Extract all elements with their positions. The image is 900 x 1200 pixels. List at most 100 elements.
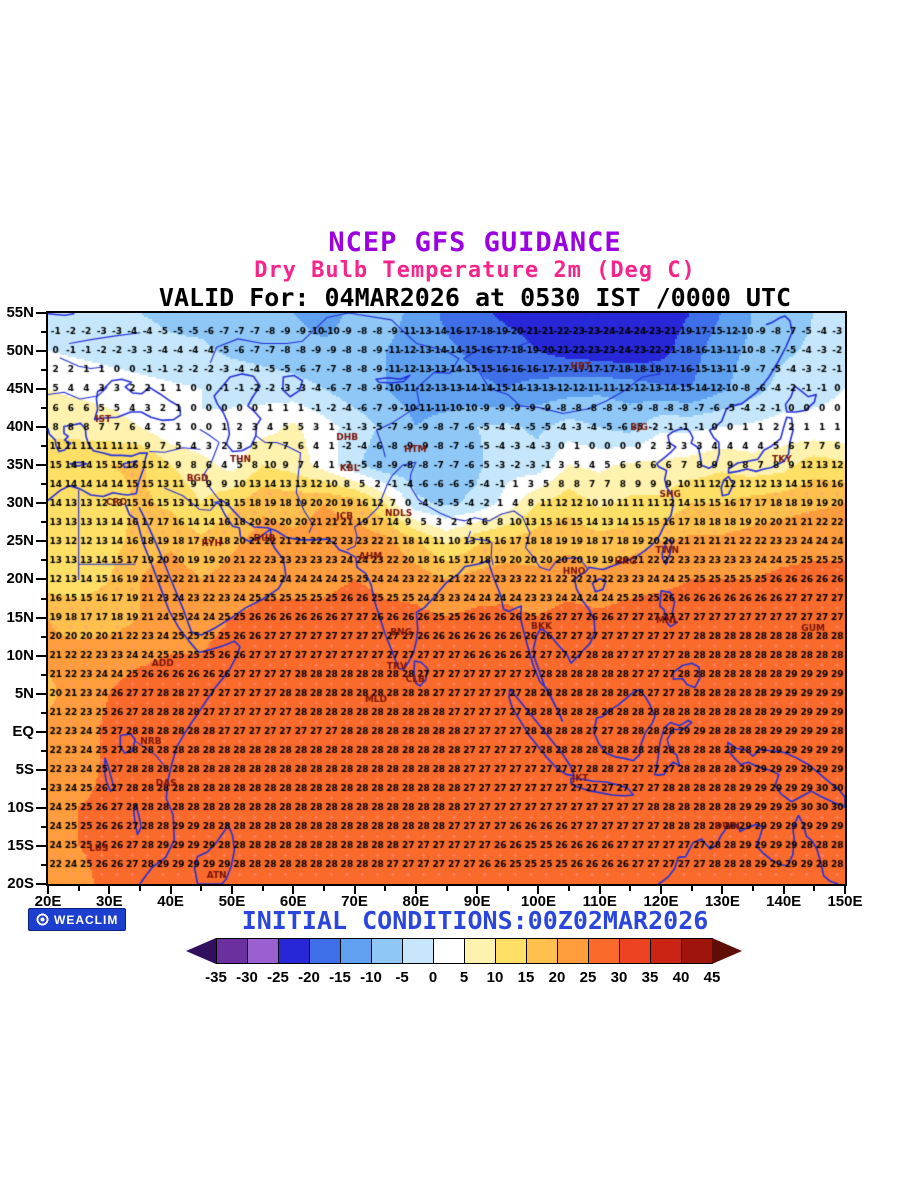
colorbar-tick-label: -25 [267,969,289,986]
lon-minor-tick [813,886,816,891]
lat-tick [36,730,46,733]
colorbar-tick-label: -10 [360,969,382,986]
lat-axis-label: 50N [6,342,34,360]
lat-axis-label: 25N [6,532,34,550]
colorbar-tick-label: 0 [428,969,438,986]
lon-minor-tick [445,886,448,891]
weaclim-logo-icon [36,913,49,926]
colorbar-strip [216,938,713,964]
colorbar-segment [526,938,558,964]
lat-tick [36,578,46,581]
colorbar-tick-label: 40 [672,969,690,986]
lat-tick [36,426,46,429]
lat-tick [36,883,46,885]
lon-minor-tick [506,886,509,891]
lat-tick [36,312,46,314]
lon-minor-tick [322,886,325,891]
weaclim-logo-badge: WEACLIM [28,908,127,931]
lon-tick [47,886,49,894]
colorbar-tick-label: 5 [459,969,469,986]
lat-minor-tick [41,825,46,828]
colorbar-segment [464,938,496,964]
lat-minor-tick [41,635,46,638]
lat-minor-tick [41,407,46,410]
colorbar-below-min-arrow [186,938,216,964]
lat-tick [36,768,46,771]
lat-axis-label: 40N [6,418,34,436]
colorbar-segment [681,938,713,964]
lat-minor-tick [41,749,46,752]
lon-axis-label: 140E [766,893,802,910]
colorbar-tick-label: 10 [486,969,504,986]
lat-axis-label: 20S [7,875,34,892]
lon-tick [414,886,417,894]
lon-tick [782,886,785,894]
lat-minor-tick [41,483,46,486]
lon-tick [721,886,724,894]
colorbar-segment [371,938,403,964]
colorbar-segment [278,938,310,964]
lon-tick [476,886,479,894]
lon-tick [230,886,233,894]
lat-axis-label: 20N [6,570,34,588]
lat-minor-tick [41,445,46,448]
colorbar-tick-label: 25 [579,969,597,986]
lat-axis-label: 5N [14,684,34,702]
lon-tick [537,886,540,894]
colorbar-tick-label: 20 [548,969,566,986]
colorbar-tick-label: 35 [641,969,659,986]
colorbar-segment [402,938,434,964]
colorbar-segment [557,938,589,964]
page-subtitle: Dry Bulb Temperature 2m (Deg C) [254,258,696,283]
page-title: NCEP GFS GUIDANCE [328,227,622,258]
lat-minor-tick [41,863,46,866]
lon-axis-label: 150E [827,893,863,910]
lon-axis-label: 50E [218,893,246,910]
lon-minor-tick [629,886,632,891]
lon-minor-tick [77,886,80,891]
lon-minor-tick [690,886,693,891]
lon-minor-tick [200,886,203,891]
colorbar-tick-label: -5 [395,969,409,986]
lon-minor-tick [752,886,755,891]
lat-axis-label: 5S [15,760,34,778]
lon-tick [292,886,295,894]
lon-minor-tick [261,886,264,891]
lon-tick [660,886,663,894]
lat-tick [36,502,46,505]
colorbar-segment [340,938,372,964]
colorbar-tick-label: -15 [329,969,351,986]
colorbar-segment [433,938,465,964]
lon-axis-label: 80E [402,893,430,910]
lat-minor-tick [41,787,46,790]
colorbar-tick-label: 45 [703,969,721,986]
colorbar-segment [588,938,620,964]
lat-tick [36,844,46,847]
colorbar-tick-label: 30 [610,969,628,986]
lat-axis-label: EQ [12,722,34,740]
lat-tick [36,388,46,391]
colorbar-segment [247,938,279,964]
lon-minor-tick [138,886,141,891]
lat-minor-tick [41,521,46,524]
lon-axis-label: 40E [157,893,184,910]
colorbar-segment [495,938,527,964]
lon-tick [598,886,601,894]
map-plot-area [46,311,847,886]
colorbar-tick-label: -35 [205,969,227,986]
weaclim-logo-text: WEACLIM [54,912,119,927]
lat-tick [36,464,46,467]
colorbar-segment [619,938,651,964]
lat-axis-label: 10S [7,798,34,816]
lon-axis-label: 130E [704,893,740,910]
lat-tick [36,540,46,543]
lat-tick [36,654,46,657]
lat-tick [36,806,46,809]
lat-tick [36,350,46,353]
lon-axis-label: 30E [95,893,123,910]
lon-axis-label: 110E [582,893,617,910]
lat-minor-tick [41,673,46,676]
lat-axis-label: 15S [7,836,34,854]
lon-tick [108,886,111,894]
